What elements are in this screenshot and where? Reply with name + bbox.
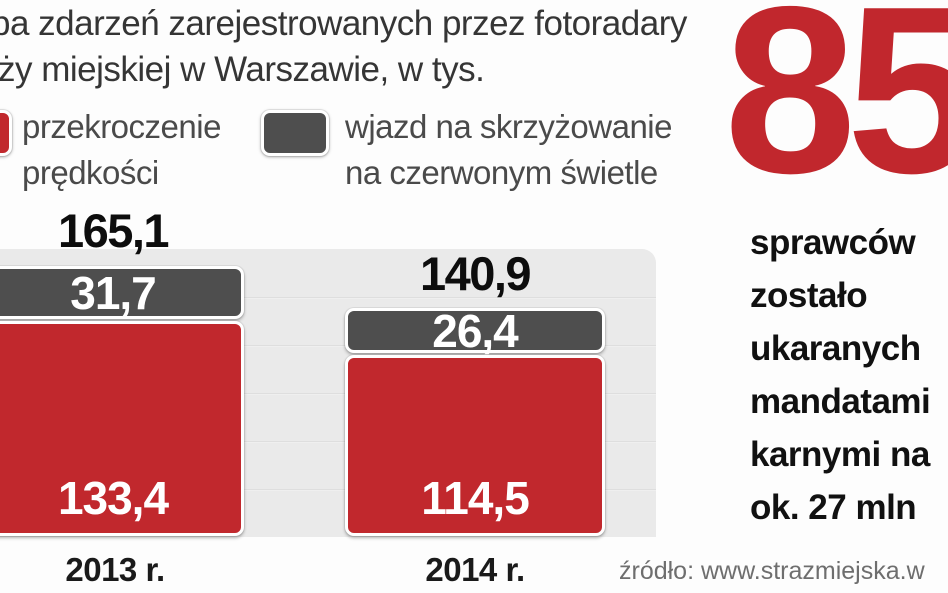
bar-2014-red-light-segment: 26,4 bbox=[345, 305, 605, 357]
x-axis-label-2014: 2014 r. bbox=[425, 551, 525, 588]
chart-title-line-1: ba zdarzeń zarejestrowanych przez fotora… bbox=[0, 4, 687, 43]
legend-label-speeding-line-2: prędkości bbox=[22, 154, 159, 191]
legend-label-speeding-line-1: przekroczenie bbox=[22, 108, 221, 145]
callout-big-number: 85 bbox=[724, 0, 948, 223]
callout-line: mandatami bbox=[750, 382, 931, 421]
bar-2014-red-light-value: 26,4 bbox=[432, 304, 519, 357]
legend-label-speeding: przekroczenie prędkości bbox=[22, 104, 221, 196]
source-attribution: źródło: www.strazmiejska.w bbox=[619, 557, 925, 585]
legend-label-red-light-line-2: na czerwonym świetle bbox=[345, 154, 658, 191]
callout-line: sprawców bbox=[750, 223, 916, 262]
gridline bbox=[0, 489, 656, 491]
legend-swatch-red-light bbox=[261, 110, 329, 156]
callout-text-block: sprawców zostało ukaranych mandatami kar… bbox=[750, 216, 931, 534]
callout-line: karnymi na bbox=[750, 435, 930, 474]
x-axis-label-2013: 2013 r. bbox=[65, 551, 165, 588]
bar-2014-total-label: 140,9 bbox=[419, 247, 532, 300]
bar-2013-speeding-value: 133,4 bbox=[57, 472, 169, 524]
callout-line: ukaranych bbox=[750, 329, 921, 368]
legend-label-red-light: wjazd na skrzyżowanie na czerwonym świet… bbox=[345, 104, 672, 196]
legend-swatch-speeding bbox=[0, 110, 12, 156]
bar-2013-total-label: 165,1 bbox=[57, 204, 170, 257]
gridline bbox=[0, 441, 656, 443]
bar-2014-speeding-value: 114,5 bbox=[421, 472, 530, 524]
gridline bbox=[0, 393, 656, 395]
callout-line: ok. 27 mln bbox=[750, 488, 917, 527]
bar-2013-red-light-value: 31,7 bbox=[70, 266, 157, 319]
legend-label-red-light-line-1: wjazd na skrzyżowanie bbox=[345, 108, 672, 145]
gridline bbox=[0, 345, 656, 347]
bar-2013-speeding-segment: 133,4 bbox=[0, 321, 244, 536]
bar-2013-red-light-segment: 31,7 bbox=[0, 266, 244, 319]
bar-2014-speeding-segment: 114,5 bbox=[345, 355, 605, 536]
chart-title-line-2: ży miejskiej w Warszawie, w tys. bbox=[0, 50, 485, 89]
gridline bbox=[0, 297, 656, 299]
callout-line: zostało bbox=[750, 276, 868, 315]
